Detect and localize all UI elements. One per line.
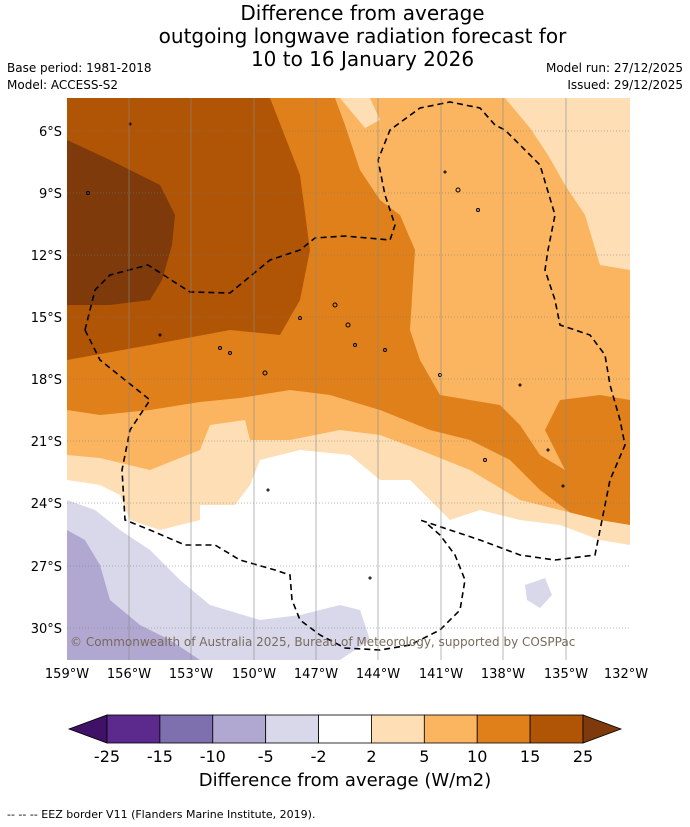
colorbar-segment	[265, 714, 319, 744]
colorbar-tick: -5	[258, 747, 274, 766]
meridians	[128, 98, 567, 660]
colorbar-extend-high	[582, 714, 623, 744]
title-line-3: 10 to 16 January 2026	[250, 47, 475, 71]
lat-label: 15°S	[31, 311, 62, 326]
lat-labels: 6°S 9°S 12°S 15°S 18°S 21°S 24°S 27°S 30…	[31, 125, 62, 637]
lon-label: 147°W	[294, 667, 338, 682]
colorbar-segment	[423, 714, 478, 744]
model-name: Model: ACCESS-S2	[7, 78, 119, 92]
map-title: Difference from average outgoing longwav…	[0, 2, 690, 71]
lat-label: 24°S	[31, 497, 62, 512]
colorbar-segment	[212, 714, 267, 744]
lon-label: 138°W	[481, 667, 525, 682]
lon-label: 150°W	[232, 667, 276, 682]
meta-left: Base period: 1981-2018 Model: ACCESS-S2	[7, 60, 152, 94]
band-15-25	[67, 140, 175, 305]
colorbar-segment	[529, 714, 584, 744]
colorbar-tick: 2	[366, 747, 376, 766]
colorbar-segment	[476, 714, 531, 744]
lon-label: 159°W	[45, 667, 89, 682]
band-minus-5-10	[67, 530, 200, 660]
lat-label: 12°S	[31, 249, 62, 264]
colorbar-tick: -2	[311, 747, 327, 766]
lon-labels: 159°W 156°W 153°W 150°W 147°W 144°W 141°…	[45, 667, 648, 682]
meta-right: Model run: 27/12/2025 Issued: 29/12/2025	[546, 60, 683, 94]
colorbar-tick: -25	[94, 747, 120, 766]
lon-label: 132°W	[604, 667, 648, 682]
lon-label: 144°W	[356, 667, 400, 682]
band-0-2-east	[340, 98, 630, 270]
colorbar-segment	[159, 714, 214, 744]
colorbar-tick: -15	[147, 747, 173, 766]
copyright-text: © Commonwealth of Australia 2025, Bureau…	[70, 635, 575, 649]
colorbar-tick: 15	[520, 747, 540, 766]
colorbar-tick: 5	[419, 747, 429, 766]
model-run: Model run: 27/12/2025	[545, 61, 683, 75]
lat-label: 27°S	[31, 560, 62, 575]
lat-label: 18°S	[31, 373, 62, 388]
title-line-2: outgoing longwave radiation forecast for	[158, 24, 567, 48]
colorbar: -25 -15 -10 -5 -2 2 5 10 15 25	[67, 714, 623, 766]
eez-border	[84, 101, 626, 651]
map-area	[67, 98, 630, 660]
lon-label: 141°W	[419, 667, 463, 682]
colorbar-segment	[371, 714, 425, 744]
issued-date: Issued: 29/12/2025	[567, 78, 683, 92]
colorbar-tick: 10	[467, 747, 487, 766]
colorbar-label: Difference from average (W/m2)	[198, 770, 492, 791]
colorbar-segment	[106, 714, 161, 744]
lat-label: 30°S	[31, 622, 62, 637]
lon-label: 156°W	[107, 667, 151, 682]
lat-label: 21°S	[31, 435, 62, 450]
base-period: Base period: 1981-2018	[7, 61, 152, 75]
lon-label: 153°W	[169, 667, 213, 682]
islands	[86, 122, 565, 580]
lon-label: 135°W	[544, 667, 588, 682]
lat-label: 6°S	[39, 125, 62, 140]
band-minus-2-5	[67, 500, 552, 660]
gridlines	[67, 130, 630, 629]
lat-label: 9°S	[39, 187, 62, 202]
title-line-1: Difference from average	[240, 1, 485, 25]
colorbar-tick: 25	[573, 747, 593, 766]
colorbar-tick: -10	[200, 747, 226, 766]
footer-note: -- -- -- EEZ border V11 (Flanders Marine…	[7, 808, 316, 821]
colorbar-extend-low	[67, 714, 108, 744]
colorbar-segment	[318, 714, 372, 744]
